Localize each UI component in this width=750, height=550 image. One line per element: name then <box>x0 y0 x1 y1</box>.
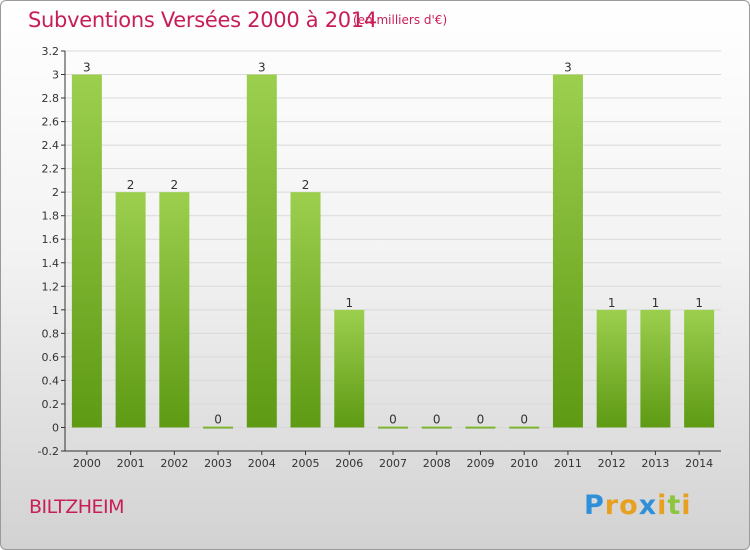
unit-label: (en milliers d'€) <box>353 13 448 27</box>
y-tick-label: 0.2 <box>42 398 60 411</box>
data-label: 0 <box>214 412 222 426</box>
bar-2007 <box>378 426 408 429</box>
logo-letter: i <box>657 490 668 521</box>
bar-2013 <box>640 309 671 428</box>
logo-letter: P <box>584 490 605 521</box>
x-tick-label: 2008 <box>423 457 451 470</box>
data-label: 2 <box>127 178 135 192</box>
logo-letter: o <box>619 490 639 521</box>
y-tick-label: 3 <box>52 69 59 82</box>
bar-2000 <box>71 74 102 428</box>
y-tick-label: 2.2 <box>42 163 60 176</box>
logo-letter: r <box>604 490 620 521</box>
x-tick-label: 2012 <box>598 457 626 470</box>
data-label: 3 <box>564 61 572 75</box>
bar-2011 <box>552 74 583 428</box>
y-tick-label: 3.2 <box>42 45 60 58</box>
y-tick-label: 2.8 <box>42 92 60 105</box>
bar-2001 <box>115 192 146 428</box>
x-tick-label: 2010 <box>510 457 538 470</box>
data-label: 1 <box>608 296 616 310</box>
labels: -0.2 0 0.2 0.4 0.6 0.8 1 1.2 1.4 1.6 1.8 2 2.2 2.4 2.6… <box>38 45 714 470</box>
y-tick-label: 1.8 <box>42 210 60 223</box>
bar-2014 <box>684 309 715 428</box>
bars <box>71 74 715 429</box>
x-tick-label: 2013 <box>641 457 669 470</box>
x-tick-label: 2003 <box>204 457 232 470</box>
data-label: 0 <box>433 412 441 426</box>
y-tick-label: 0.4 <box>42 374 60 387</box>
x-tick-label: 2005 <box>292 457 320 470</box>
y-tick-label: 0 <box>52 421 59 434</box>
y-tick-label: 2.4 <box>42 139 60 152</box>
proxiti-logo: Proxiti <box>584 490 692 521</box>
bar-2005 <box>290 192 321 428</box>
x-tick-label: 2002 <box>160 457 188 470</box>
y-tick-label: 1.2 <box>42 280 60 293</box>
y-tick-label: 1 <box>52 304 59 317</box>
x-tick-label: 2001 <box>117 457 145 470</box>
bar-2009 <box>465 426 496 429</box>
y-tick-label: 2 <box>52 186 59 199</box>
y-tick-label: 0.6 <box>42 351 60 364</box>
y-tick-label: 1.4 <box>42 257 60 270</box>
x-tick-label: 2000 <box>73 457 101 470</box>
data-label: 0 <box>520 412 528 426</box>
data-label: 0 <box>389 412 397 426</box>
x-tick-label: 2007 <box>379 457 407 470</box>
x-tick-label: 2006 <box>335 457 363 470</box>
data-label: 3 <box>83 61 91 75</box>
data-label: 1 <box>695 296 703 310</box>
y-tick-label: 0.8 <box>42 327 60 340</box>
data-label: 3 <box>258 61 266 75</box>
x-tick-label: 2004 <box>248 457 276 470</box>
bar-2008 <box>421 426 452 429</box>
chart-title: Subventions Versées 2000 à 2014 <box>28 8 377 32</box>
y-tick-label: -0.2 <box>38 445 59 458</box>
bar-2003 <box>203 426 234 429</box>
data-label: 2 <box>171 178 179 192</box>
x-tick-label: 2009 <box>466 457 494 470</box>
logo-letter: t <box>667 490 682 521</box>
data-label: 1 <box>652 296 660 310</box>
data-label: 1 <box>345 296 353 310</box>
y-tick-label: 1.6 <box>42 233 60 246</box>
bar-2002 <box>159 192 190 428</box>
y-tick-label: 2.6 <box>42 116 60 129</box>
bar-2012 <box>596 309 627 428</box>
data-label: 2 <box>302 178 310 192</box>
data-label: 0 <box>477 412 485 426</box>
bar-2010 <box>509 426 540 429</box>
logo-letter: i <box>681 490 692 521</box>
commune-name: BILTZHEIM <box>29 496 125 518</box>
axes <box>61 50 721 455</box>
x-tick-label: 2014 <box>685 457 713 470</box>
bar-2004 <box>246 74 277 428</box>
bar-2006 <box>334 309 365 428</box>
logo-letter: x <box>638 490 658 521</box>
x-tick-label: 2011 <box>554 457 582 470</box>
